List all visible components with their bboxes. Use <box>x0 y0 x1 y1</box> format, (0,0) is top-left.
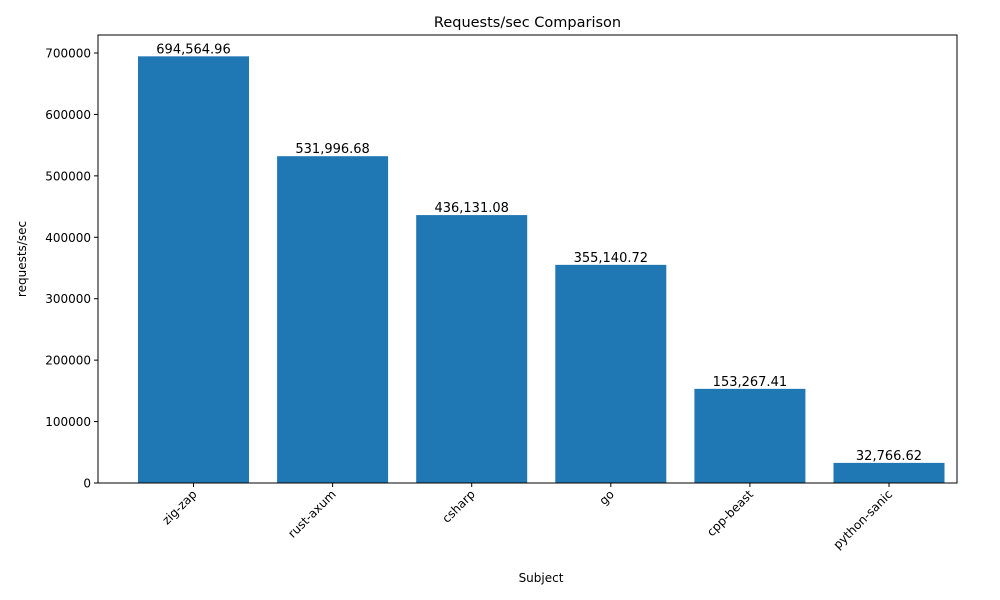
x-tick-label: python-sanic <box>830 487 895 552</box>
y-tick-label: 500000 <box>45 169 91 183</box>
bar-rust-axum <box>277 156 389 483</box>
y-tick-label: 600000 <box>45 108 91 122</box>
x-tick-label: csharp <box>439 487 477 525</box>
bar-cpp-beast <box>694 388 806 483</box>
y-tick-label: 0 <box>83 477 91 491</box>
bar-go <box>555 264 667 483</box>
plot-frame <box>97 34 958 484</box>
y-tick-label: 100000 <box>45 415 91 429</box>
y-tick-label: 200000 <box>45 354 91 368</box>
y-tick-label: 700000 <box>45 46 91 60</box>
chart-title: Requests/sec Comparison <box>434 15 621 31</box>
data-label: 153,267.41 <box>713 375 787 390</box>
bar-python-sanic <box>833 462 945 483</box>
y-tick-label: 300000 <box>45 292 91 306</box>
bar-zig-zap <box>138 56 249 483</box>
data-label: 531,996.68 <box>295 142 369 157</box>
bar-csharp <box>416 215 528 484</box>
data-label: 694,564.96 <box>156 42 230 57</box>
x-tick-label: zig-zap <box>159 487 199 527</box>
x-tick-label: rust-axum <box>285 487 338 540</box>
data-label: 436,131.08 <box>434 201 508 216</box>
x-axis-label: Subject <box>519 571 564 585</box>
y-axis-label: requests/sec <box>15 221 29 297</box>
x-tick-label: go <box>596 487 616 507</box>
y-tick-label: 400000 <box>45 231 91 245</box>
data-label: 32,766.62 <box>856 449 922 464</box>
x-tick-label: cpp-beast <box>704 487 756 539</box>
data-label: 355,140.72 <box>574 251 648 266</box>
